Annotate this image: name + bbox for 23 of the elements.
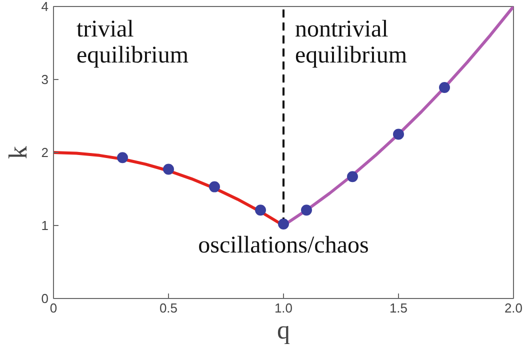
annotation: trivial equilibrium xyxy=(76,16,189,69)
annotation: oscillations/chaos xyxy=(198,232,369,258)
x-tick-label: 0.5 xyxy=(159,300,178,316)
point xyxy=(393,128,404,140)
point xyxy=(163,164,174,175)
y-tick-label: 2 xyxy=(41,145,49,160)
point xyxy=(255,204,266,216)
y-tick-label: 3 xyxy=(41,72,49,87)
point xyxy=(209,181,220,192)
y-tick-label: 0 xyxy=(41,291,49,306)
x-tick-label: 1.0 xyxy=(274,300,293,316)
x-tick-label: 1.5 xyxy=(389,300,408,316)
x-axis-title: q xyxy=(277,316,290,344)
point xyxy=(347,171,358,182)
point xyxy=(439,82,450,94)
point xyxy=(301,204,312,216)
y-axis-title: k xyxy=(3,146,32,159)
point xyxy=(117,152,128,164)
y-tick-label: 4 xyxy=(41,0,49,14)
annotation: nontrivial equilibrium xyxy=(295,16,408,69)
x-tick-label: 2.0 xyxy=(504,300,523,316)
point xyxy=(278,218,289,230)
y-tick-label: 1 xyxy=(41,218,49,233)
